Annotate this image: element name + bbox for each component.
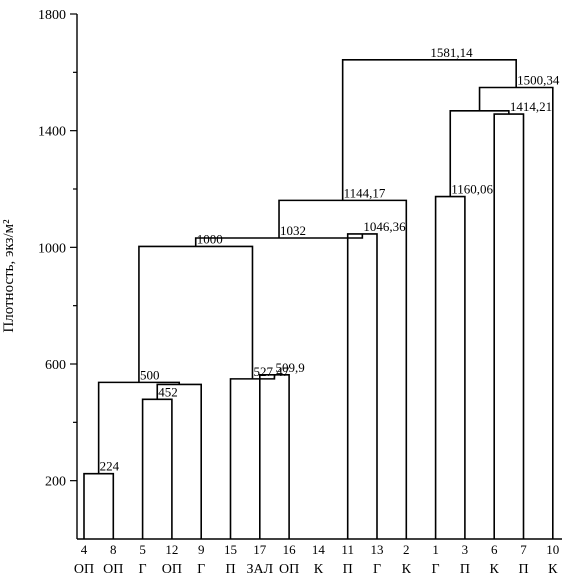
leaf-type-label: П (460, 562, 470, 577)
merge-distance-label: 1500,34 (517, 73, 560, 88)
merge-distance-label: 224 (100, 459, 120, 474)
cluster-link (229, 374, 276, 539)
merge-distance-label: 500 (140, 367, 160, 382)
leaf-type-label: ОП (162, 562, 182, 577)
leaf-number-label: 17 (253, 542, 267, 557)
y-tick-label: 1000 (38, 241, 66, 256)
leaf-type-label: К (490, 562, 500, 577)
leaf-type-label: П (225, 562, 235, 577)
cluster-link (259, 373, 290, 539)
y-tick-label: 1400 (38, 125, 66, 140)
merge-distance-label: 527,47 (253, 364, 289, 379)
leaf-type-label: К (314, 562, 324, 577)
y-axis-label: Плотность, экз/м² (1, 219, 17, 333)
merge-distance-label: 1144,17 (344, 185, 386, 200)
leaf-number-label: 1 (432, 542, 439, 557)
merge-distance-label: 1414,21 (510, 99, 552, 114)
leaf-type-label: К (402, 562, 412, 577)
leaf-type-label: П (518, 562, 528, 577)
merge-distance-label: 1581,14 (430, 45, 473, 60)
y-axis: 200 600 1000 1400 1800 (38, 8, 562, 540)
cluster-link (478, 86, 554, 539)
cluster-link (138, 245, 254, 383)
cluster-link (341, 58, 517, 201)
merge-distance-label: 452 (158, 384, 178, 399)
leaf-number-label: 8 (110, 542, 117, 557)
leaf-number-label: 6 (491, 542, 498, 557)
leaf-type-label: ЗАЛ (246, 562, 273, 577)
merge-distance-label: 1160,06 (451, 182, 493, 197)
y-tick-label: 600 (45, 358, 66, 373)
cluster-link (493, 113, 525, 539)
leaf-labels: 4 ОП 8 ОП 5 Г 12 ОП 9 Г 15 П 17 ЗАЛ 16 ОП 14 К 11 П 13 Г 2 К 1 Г 3… (74, 542, 559, 577)
cluster-link (434, 195, 466, 539)
leaf-number-label: 13 (371, 542, 384, 557)
leaf-number-label: 5 (139, 542, 146, 557)
leaf-number-label: 7 (520, 542, 527, 557)
leaf-type-label: ОП (279, 562, 299, 577)
leaf-type-label: ОП (103, 562, 123, 577)
leaf-number-label: 9 (198, 542, 205, 557)
leaf-type-label: П (343, 562, 353, 577)
leaf-number-label: 4 (81, 542, 88, 557)
leaf-type-label: ОП (74, 562, 94, 577)
dendrogram-links (83, 58, 554, 539)
leaf-number-label: 3 (462, 542, 469, 557)
leaf-number-label: 15 (224, 542, 237, 557)
leaf-number-label: 16 (283, 542, 297, 557)
leaf-type-label: Г (373, 562, 381, 577)
cluster-link (83, 472, 115, 539)
leaf-type-label: Г (197, 562, 205, 577)
merge-distance-label: 1046,36 (363, 219, 406, 234)
leaf-type-label: Г (432, 562, 440, 577)
cluster-link (346, 233, 378, 539)
leaf-number-label: 12 (165, 542, 178, 557)
y-tick-label: 1800 (38, 8, 66, 23)
cluster-link (141, 398, 173, 539)
leaf-type-label: К (548, 562, 558, 577)
leaf-number-label: 14 (312, 542, 326, 557)
y-tick-label: 200 (45, 475, 66, 490)
merge-distance-label: 1000 (197, 231, 223, 246)
merge-distance-label: 509,9 (275, 360, 304, 375)
leaf-type-label: Г (139, 562, 147, 577)
leaf-number-label: 2 (403, 542, 410, 557)
leaf-number-label: 11 (341, 542, 354, 557)
leaf-number-label: 10 (546, 542, 559, 557)
cluster-link (156, 383, 202, 539)
merge-distance-label: 1032 (280, 223, 306, 238)
